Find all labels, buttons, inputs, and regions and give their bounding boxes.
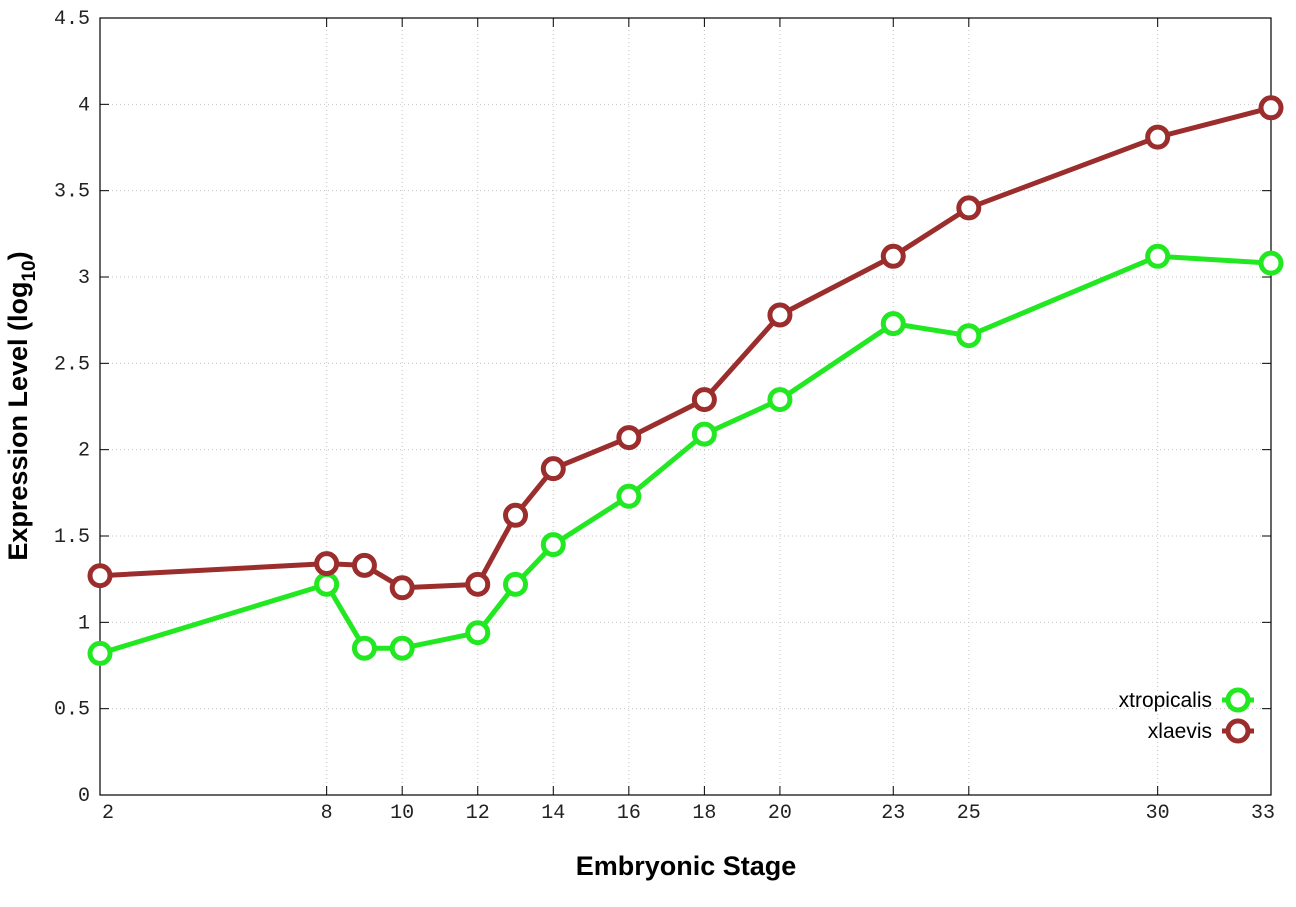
data-point-xlaevis	[540, 456, 566, 482]
x-tick-label: 10	[390, 802, 414, 825]
data-point-xlaevis	[1258, 95, 1284, 121]
plot-frame	[99, 17, 1272, 796]
tick-marks	[99, 17, 1272, 796]
data-point-xlaevis	[351, 552, 377, 578]
x-tick-label: 14	[541, 802, 565, 825]
data-point-xlaevis	[503, 502, 529, 528]
y-tick-label: 3	[78, 267, 90, 290]
legend-marker-xlaevis	[1225, 718, 1251, 744]
data-point-xtropicalis	[314, 571, 340, 597]
data-point-xtropicalis	[1145, 243, 1171, 269]
x-tick-labels: 2 8 10 12 14 16 18 20 23 25 30 33	[102, 802, 1275, 825]
data-point-xlaevis	[465, 571, 491, 597]
data-point-xlaevis	[87, 563, 113, 589]
x-axis-title: Embryonic Stage	[576, 851, 797, 881]
y-tick-label: 0.5	[54, 699, 90, 722]
x-tick-label: 12	[466, 802, 490, 825]
legend-marker-xtropicalis	[1225, 687, 1251, 713]
data-point-xlaevis	[956, 195, 982, 221]
data-point-xtropicalis	[956, 323, 982, 349]
data-point-xtropicalis	[540, 532, 566, 558]
data-point-xtropicalis	[691, 421, 717, 447]
legend-label-xtropicalis: xtropicalis	[1119, 689, 1212, 712]
x-tick-label: 25	[957, 802, 981, 825]
series-layer	[87, 95, 1284, 666]
data-point-xtropicalis	[1258, 250, 1284, 276]
data-point-xlaevis	[1145, 124, 1171, 150]
x-tick-label: 23	[881, 802, 905, 825]
series-xlaevis	[87, 95, 1284, 601]
y-tick-label: 1	[78, 612, 90, 635]
series-xtropicalis	[87, 243, 1284, 666]
data-point-xtropicalis	[465, 620, 491, 646]
y-tick-label: 4	[78, 94, 90, 117]
series-line-xtropicalis	[99, 253, 1272, 656]
x-tick-label: 2	[102, 802, 114, 825]
y-tick-label: 3.5	[54, 181, 90, 204]
data-point-xlaevis	[691, 387, 717, 413]
data-point-xtropicalis	[880, 311, 906, 337]
y-tick-label: 2.5	[54, 353, 90, 376]
data-point-xlaevis	[616, 425, 642, 451]
y-tick-label: 1.5	[54, 526, 90, 549]
y-tick-label: 0	[78, 785, 90, 808]
data-point-xtropicalis	[616, 483, 642, 509]
x-tick-label: 20	[768, 802, 792, 825]
data-point-xlaevis	[767, 302, 793, 328]
x-tick-label: 33	[1251, 802, 1275, 825]
data-point-xlaevis	[389, 575, 415, 601]
legend-label-xlaevis: xlaevis	[1148, 720, 1212, 743]
series-line-xlaevis	[99, 105, 1272, 591]
x-tick-label: 16	[617, 802, 641, 825]
data-point-xlaevis	[314, 551, 340, 577]
data-point-xtropicalis	[351, 635, 377, 661]
x-tick-label: 8	[321, 802, 333, 825]
x-tick-label: 18	[692, 802, 716, 825]
x-tick-label: 30	[1146, 802, 1170, 825]
y-tick-label: 2	[78, 440, 90, 463]
data-point-xlaevis	[880, 243, 906, 269]
y-tick-labels: 0 0.5 1 1.5 2 2.5 3 3.5 4 4.5	[54, 8, 90, 808]
y-axis-title-close: )	[3, 251, 33, 260]
legend: xtropicalis xlaevis	[1119, 687, 1254, 744]
data-point-xtropicalis	[767, 387, 793, 413]
data-point-xtropicalis	[87, 640, 113, 666]
y-axis-title-subscript: 10	[19, 260, 40, 281]
data-point-xtropicalis	[389, 635, 415, 661]
data-point-xtropicalis	[503, 571, 529, 597]
y-tick-label: 4.5	[54, 8, 90, 31]
y-axis-title: Expression Level (log10)	[3, 251, 40, 560]
